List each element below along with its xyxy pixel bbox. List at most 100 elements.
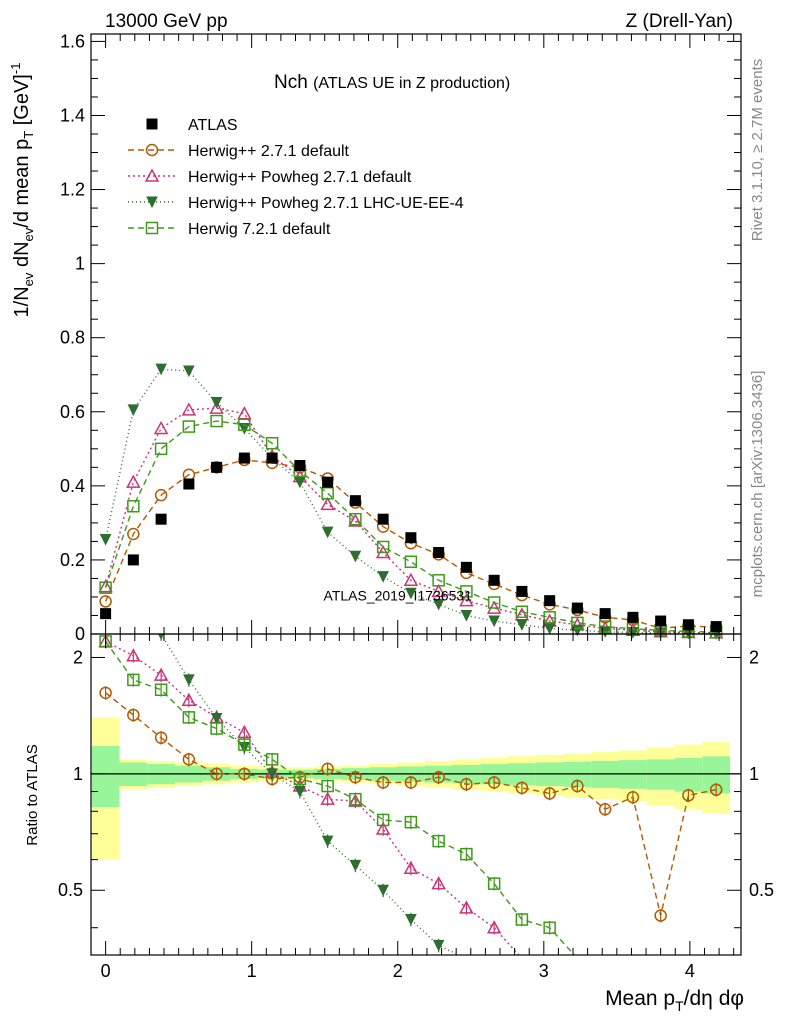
series-point-3 bbox=[432, 574, 445, 587]
series-point-2 bbox=[516, 619, 528, 631]
legend-label-2: Herwig++ Powheg 2.7.1 LHC-UE-EE-4 bbox=[188, 195, 464, 212]
series-point-1 bbox=[126, 474, 141, 488]
ratio-y-tick-label: 1 bbox=[73, 764, 83, 784]
data-point bbox=[599, 608, 611, 620]
analysis-watermark: ATLAS_2019_I1736531 bbox=[324, 588, 473, 604]
series-point-2 bbox=[127, 404, 140, 417]
data-point bbox=[322, 476, 334, 488]
series-point-0 bbox=[154, 488, 168, 502]
series-point-2 bbox=[349, 550, 362, 563]
series-point-1 bbox=[431, 583, 446, 598]
ratio-point-0 bbox=[487, 776, 501, 789]
y-axis-label: 1/Nev dNev/d mean pT [GeV]-1 bbox=[8, 63, 36, 318]
series-point-3 bbox=[154, 442, 168, 456]
ratio-point-2 bbox=[210, 713, 223, 725]
data-point bbox=[294, 459, 306, 471]
series-point-2 bbox=[488, 615, 500, 628]
series-point-3 bbox=[238, 418, 251, 431]
ratio-band-inner bbox=[646, 759, 675, 790]
ratio-point-3 bbox=[487, 877, 501, 890]
ratio-point-0 bbox=[515, 781, 529, 795]
series-point-3 bbox=[598, 620, 612, 633]
data-point bbox=[100, 608, 112, 620]
x-tick-label: 4 bbox=[685, 961, 695, 981]
series-point-2 bbox=[627, 627, 639, 639]
y-tick-label: 1.6 bbox=[60, 31, 85, 51]
series-point-3 bbox=[265, 437, 279, 450]
ratio-point-0 bbox=[154, 731, 168, 744]
ratio-point-2 bbox=[321, 835, 334, 848]
ratio-point-3 bbox=[376, 813, 390, 827]
data-point bbox=[460, 561, 472, 573]
series-point-1 bbox=[459, 593, 474, 607]
ratio-point-3 bbox=[460, 847, 473, 861]
series-point-3 bbox=[127, 499, 140, 513]
series-point-3 bbox=[99, 581, 112, 594]
ratio-point-1 bbox=[237, 724, 252, 739]
data-point bbox=[682, 619, 694, 631]
ratio-point-0 bbox=[460, 777, 473, 791]
ratio-point-0 bbox=[571, 779, 584, 793]
data-point bbox=[627, 611, 639, 623]
ratio-point-3 bbox=[154, 683, 168, 697]
series-point-1 bbox=[348, 513, 363, 527]
x-tick-label: 0 bbox=[101, 961, 111, 981]
ratio-band-inner bbox=[91, 746, 120, 808]
series-line-1 bbox=[104, 407, 717, 634]
data-point bbox=[183, 478, 195, 490]
series-line-3 bbox=[104, 420, 717, 633]
legend-label-3: Herwig 7.2.1 default bbox=[188, 221, 331, 238]
series-point-1 bbox=[403, 572, 419, 587]
ratio-frame bbox=[90, 633, 742, 956]
series-point-3 bbox=[460, 585, 473, 598]
series-point-1 bbox=[181, 402, 197, 416]
data-point bbox=[488, 574, 500, 586]
ratio-point-0 bbox=[182, 753, 196, 766]
header-energy: 13000 GeV pp bbox=[105, 11, 228, 32]
ratio-point-1 bbox=[126, 648, 141, 662]
legend-marker-2 bbox=[146, 196, 158, 209]
x-axis-label: Mean pT/dη dφ bbox=[605, 987, 744, 1014]
ratio-point-0 bbox=[598, 802, 612, 816]
ratio-plot: 0 1 2 3 4 0.5 0.5 1 1 2 2 bbox=[58, 34, 774, 981]
ratio-point-2 bbox=[158, 634, 165, 641]
data-point bbox=[405, 532, 417, 544]
legend-marker-3 bbox=[145, 221, 159, 235]
series-point-0 bbox=[127, 527, 140, 541]
y-tick-label: 0 bbox=[75, 624, 85, 644]
series-point-3 bbox=[543, 611, 556, 624]
series-point-3 bbox=[210, 414, 223, 428]
ratio-point-0 bbox=[99, 686, 112, 700]
series-point-3 bbox=[487, 596, 501, 609]
ratio-point-2 bbox=[183, 674, 195, 687]
ratio-point-0 bbox=[238, 767, 251, 781]
series-point-1 bbox=[153, 420, 169, 435]
ratio-point-1 bbox=[348, 793, 363, 807]
data-point bbox=[655, 615, 667, 627]
ratio-point-1 bbox=[403, 860, 419, 874]
series-point-3 bbox=[571, 616, 584, 630]
ratio-point-1 bbox=[320, 791, 335, 805]
data-point bbox=[377, 513, 389, 525]
data-point bbox=[571, 602, 583, 614]
ratio-point-1 bbox=[375, 821, 391, 835]
rivet-version: Rivet 3.1.10, ≥ 2.7M events bbox=[749, 59, 766, 242]
series-point-3 bbox=[515, 605, 529, 619]
ratio-point-2 bbox=[294, 786, 306, 798]
series-point-1 bbox=[320, 496, 335, 511]
x-tick-label: 1 bbox=[247, 961, 257, 981]
ratio-band-inner bbox=[619, 760, 647, 789]
ratio-point-1 bbox=[431, 876, 446, 890]
ratio-point-3 bbox=[515, 913, 529, 926]
ratio-point-1 bbox=[486, 920, 502, 934]
legend-marker-1 bbox=[144, 168, 160, 182]
series-point-1 bbox=[209, 400, 224, 414]
ratio-point-1 bbox=[459, 900, 474, 914]
series-point-2 bbox=[210, 397, 223, 409]
ratio-y-tick-label: 0.5 bbox=[58, 880, 83, 900]
ratio-point-3 bbox=[349, 792, 362, 806]
x-tick-label: 3 bbox=[539, 961, 549, 981]
series-point-2 bbox=[377, 571, 389, 583]
ratio-point-3 bbox=[238, 738, 251, 751]
series-point-1 bbox=[237, 406, 252, 420]
